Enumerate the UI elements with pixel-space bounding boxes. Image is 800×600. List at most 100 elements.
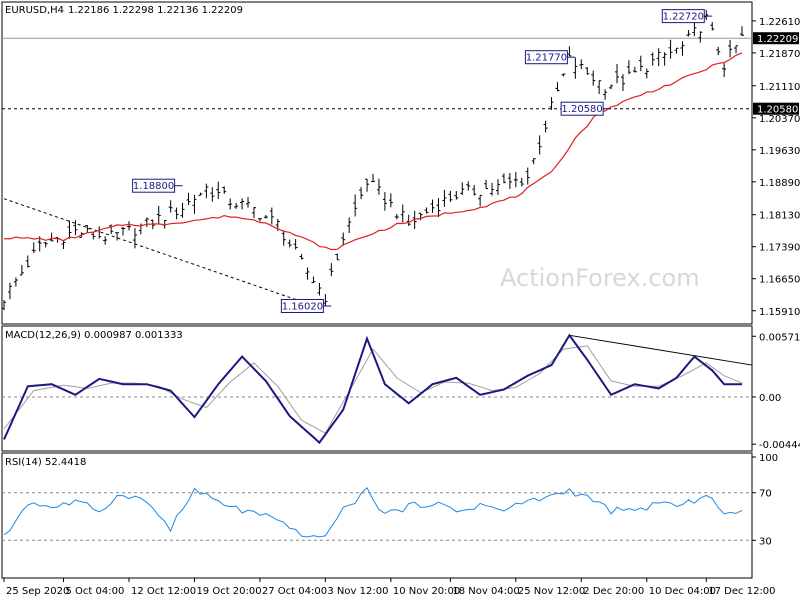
- x-tick-label: 10 Dec 04:00: [649, 586, 716, 597]
- ohlc-bar: [686, 30, 691, 37]
- ohlc-bar: [263, 215, 268, 219]
- x-tick-label: 12 Oct 12:00: [131, 586, 196, 597]
- ohlc-bar: [329, 263, 334, 277]
- ohlc-bar: [115, 232, 120, 241]
- rsi-ytick-label: 30: [759, 536, 772, 547]
- x-tick-label: 3 Nov 12:00: [327, 586, 388, 597]
- ohlc-bar: [216, 181, 221, 199]
- ohlc-bar: [2, 299, 6, 311]
- price-ytick-label: 1.16650: [759, 275, 800, 286]
- ohlc-bar: [454, 191, 459, 200]
- price-annotation: 1.20580: [560, 101, 612, 116]
- ohlc-bar: [400, 204, 405, 223]
- macd-panel-frame: [1, 325, 753, 452]
- ohlc-bar: [448, 190, 453, 202]
- ohlc-bar: [371, 173, 375, 183]
- ohlc-bar: [31, 242, 36, 254]
- x-tick-label: 27 Oct 04:00: [262, 586, 327, 597]
- ohlc-bar: [638, 55, 643, 72]
- ohlc-bar: [91, 232, 96, 240]
- price-ytick-label: 1.17390: [759, 243, 800, 254]
- price-ytick-label: 1.22610: [759, 17, 800, 28]
- ohlc-bar: [490, 182, 495, 196]
- rsi-ytick-label: 70: [759, 489, 772, 500]
- ohlc-bar: [7, 282, 12, 300]
- ohlc-bar: [382, 192, 387, 211]
- macd-signal-line: [3, 345, 743, 434]
- price-ytick-label: 1.19630: [759, 146, 800, 157]
- ohlc-bar: [359, 187, 364, 199]
- price-ytick-label: 1.18890: [759, 178, 800, 189]
- price-annotation-text: 1.21770: [526, 53, 567, 64]
- moving-average-line: [3, 52, 743, 251]
- ohlc-bar: [478, 194, 483, 207]
- x-tick-label: 19 Oct 20:00: [196, 586, 261, 597]
- ohlc-bar: [442, 189, 447, 207]
- ohlc-bar: [43, 241, 48, 248]
- ohlc-bar: [531, 158, 536, 165]
- ohlc-bar: [406, 214, 411, 226]
- ohlc-bar: [204, 183, 209, 199]
- ohlc-bar: [347, 217, 352, 234]
- ohlc-bar: [311, 276, 316, 284]
- price-annotation: 1.16020: [280, 298, 332, 313]
- ohlc-bar: [507, 173, 512, 189]
- ohlc-bar: [513, 171, 518, 188]
- x-tick-label: 25 Nov 12:00: [518, 586, 585, 597]
- price-ytick-label: 1.18130: [759, 211, 800, 222]
- ohlc-bar: [573, 57, 578, 79]
- ohlc-bar: [740, 26, 744, 37]
- price-trendline: [3, 198, 320, 309]
- macd-main-line: [3, 333, 742, 445]
- ohlc-bar: [67, 220, 72, 239]
- symbol-label: EURUSD,H4: [5, 5, 64, 16]
- ohlc-bar: [49, 232, 54, 242]
- macd-ytick-label: 0.00: [759, 393, 781, 404]
- ohlc-bar: [305, 267, 310, 280]
- ohlc-bar: [299, 253, 304, 260]
- rsi-line: [3, 486, 743, 538]
- ohlc-bar: [287, 239, 292, 248]
- macd-title: MACD(12,26,9) 0.000987 0.001333: [5, 330, 183, 341]
- ohlc-bar: [85, 225, 90, 233]
- ohlc-bar: [353, 194, 358, 217]
- ohlc-bar: [281, 230, 286, 246]
- x-tick-label: 18 Nov 04:00: [452, 586, 519, 597]
- ohlc-bar: [103, 236, 108, 245]
- rsi-panel-frame: [1, 452, 753, 579]
- macd-trendline: [569, 334, 753, 366]
- ohlc-bar: [269, 207, 274, 225]
- price-ytick-label: 1.15910: [759, 307, 800, 318]
- current-price-tag: 1.22209: [753, 32, 799, 45]
- price-annotation-text: 1.20580: [561, 104, 602, 115]
- ohlc-bar: [603, 89, 608, 100]
- ohlc-bar: [698, 31, 703, 43]
- price-ytick-label: 1.21110: [759, 82, 800, 93]
- ohlc-bar: [495, 179, 500, 195]
- ohlc-bar: [460, 182, 465, 195]
- ohlc-bar: [549, 97, 554, 110]
- ohlc-bar: [734, 45, 739, 54]
- ohlc-bar: [710, 22, 715, 31]
- ohlc-bar: [240, 198, 245, 210]
- macd-panel: MACD(12,26,9) 0.000987 0.001333 0.00571 0…: [1, 325, 800, 452]
- ohlc-bar: [317, 282, 322, 296]
- ohlc-bar: [620, 74, 625, 91]
- ohlc-bar: [144, 217, 149, 228]
- ohlc-bar: [388, 193, 393, 208]
- ohlc-bar: [650, 52, 655, 66]
- rsi-ytick-label: 100: [759, 453, 778, 464]
- price-annotation: 1.22720: [661, 9, 713, 24]
- ohlc-bar: [246, 196, 251, 208]
- ohlc-bar: [198, 192, 203, 196]
- ohlc-bar: [394, 213, 399, 220]
- ohlc-bar: [484, 179, 489, 190]
- ohlc-bar: [662, 52, 667, 66]
- price-ytick-label: 1.20370: [759, 114, 800, 125]
- ohlc-bar: [692, 21, 697, 37]
- current-price-tag-bg: [753, 32, 799, 45]
- price-ytick-label: 1.21870: [759, 49, 800, 60]
- ohlc-bar: [609, 84, 614, 90]
- rsi-panel: RSI(14) 52.4418 100 70 30: [1, 452, 778, 579]
